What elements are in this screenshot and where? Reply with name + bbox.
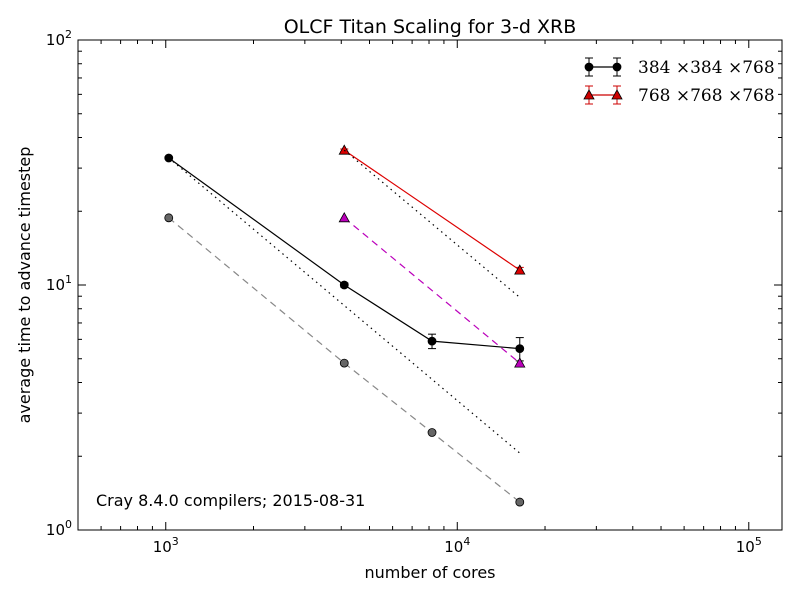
legend-marker — [583, 89, 595, 100]
legend-item-0: 384 ×384 ×768 — [584, 57, 775, 78]
series-line — [343, 217, 521, 364]
series-line — [168, 157, 520, 350]
series-3 — [338, 212, 526, 368]
x-tick-label: 105 — [736, 535, 762, 556]
y-tick-label: 101 — [46, 273, 72, 294]
data-point — [338, 144, 350, 155]
series-1 — [338, 144, 526, 275]
x-tick-label: 104 — [444, 535, 470, 556]
data-point — [427, 428, 437, 437]
data-point — [338, 212, 350, 223]
chart-title: OLCF Titan Scaling for 3-d XRB — [284, 16, 577, 38]
plot-frame — [77, 39, 783, 531]
data-point — [339, 358, 349, 368]
legend-marker — [612, 62, 622, 72]
y-tick-label: 102 — [46, 28, 72, 49]
data-point — [514, 264, 526, 275]
data-point — [514, 357, 526, 368]
axis-ticks: 103 104 105 100 101 102 — [46, 28, 782, 556]
data-point — [339, 280, 349, 290]
legend: 384 ×384 ×768 768 ×768 ×768 — [583, 57, 775, 106]
series-0 — [164, 153, 525, 362]
data-point — [515, 344, 525, 354]
legend-item-1: 768 ×768 ×768 — [583, 85, 775, 106]
y-axis-label: average time to advance timestep — [15, 147, 34, 424]
chart-annotation: Cray 8.4.0 compilers; 2015-08-31 — [96, 491, 365, 510]
series-line — [168, 217, 521, 503]
series-2 — [164, 213, 525, 507]
data-point — [164, 213, 174, 223]
data-point — [515, 497, 525, 507]
legend-label: 384 ×384 ×768 — [638, 58, 775, 78]
series-line — [343, 149, 521, 271]
legend-marker — [611, 89, 623, 100]
legend-marker — [584, 62, 594, 72]
plot-area — [78, 40, 782, 530]
y-tick-label: 100 — [46, 518, 72, 539]
x-axis-label: number of cores — [364, 563, 495, 582]
legend-label: 768 ×768 ×768 — [638, 86, 775, 106]
series-layer — [164, 144, 526, 507]
data-point — [427, 336, 437, 346]
x-tick-label: 103 — [153, 535, 179, 556]
